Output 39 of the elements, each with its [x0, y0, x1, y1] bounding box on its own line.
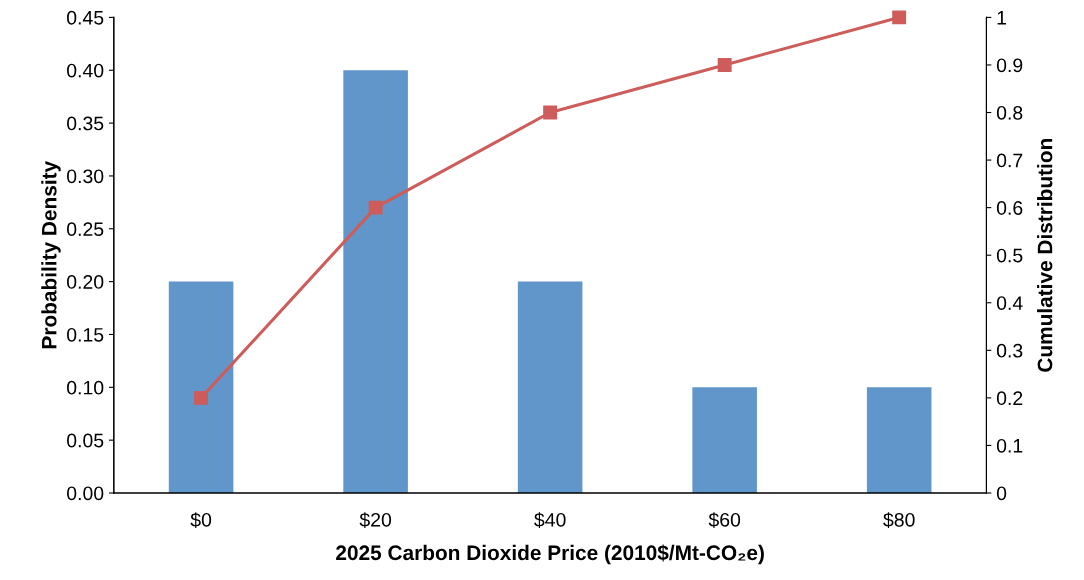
y-tick-label: 0.40	[67, 63, 104, 78]
x-tick-label: $80	[883, 512, 915, 528]
bar	[692, 387, 757, 493]
y-tick-label: 0.15	[67, 327, 104, 342]
point	[892, 10, 907, 25]
y-tick-label: 0.10	[67, 380, 104, 395]
point	[543, 105, 558, 120]
x-tick-label: $0	[190, 512, 212, 528]
bar	[168, 281, 234, 493]
y-tick-label: 0.35	[67, 116, 104, 131]
y-tick-label: 0.00	[67, 486, 104, 501]
y2-tick-label: 0.6	[996, 201, 1023, 215]
x-tick-label: $20	[359, 512, 392, 528]
y2-tick-label: 0.5	[996, 248, 1023, 263]
y-axis-title: Probability Density	[41, 160, 61, 349]
y2-tick-label: 0.7	[996, 153, 1023, 168]
y2-tick-label: 0.3	[996, 343, 1023, 358]
y2-tick-label: 1	[997, 11, 1007, 25]
point	[717, 58, 732, 72]
y-tick-label: 0.30	[67, 169, 104, 184]
y2-tick-label: 0.4	[996, 296, 1023, 310]
y-tick-label: 0.45	[67, 10, 104, 25]
y2-tick-label: 0.9	[996, 58, 1023, 73]
y2-tick-label: 0.8	[996, 105, 1023, 120]
y-tick-label: 0.25	[67, 222, 104, 237]
y2-tick-label: 0.2	[996, 391, 1023, 406]
y2-axis-title: Cumulative Distribution	[1037, 139, 1053, 372]
y2-tick-label: 0.1	[996, 438, 1023, 453]
y-tick-label: 0.05	[67, 433, 104, 448]
x-axis-title: 2025 Carbon Dioxide Price (2010$/Mt-CO₂e)	[336, 544, 764, 565]
point	[194, 390, 209, 405]
bar	[343, 70, 408, 493]
x-tick-label: $40	[534, 512, 566, 528]
y-tick-label: 0.20	[67, 275, 104, 289]
y2-tick-label: 0	[996, 486, 1007, 501]
bar	[517, 281, 583, 493]
point	[368, 200, 383, 215]
x-tick-label: $60	[708, 512, 741, 528]
bar	[866, 387, 932, 493]
